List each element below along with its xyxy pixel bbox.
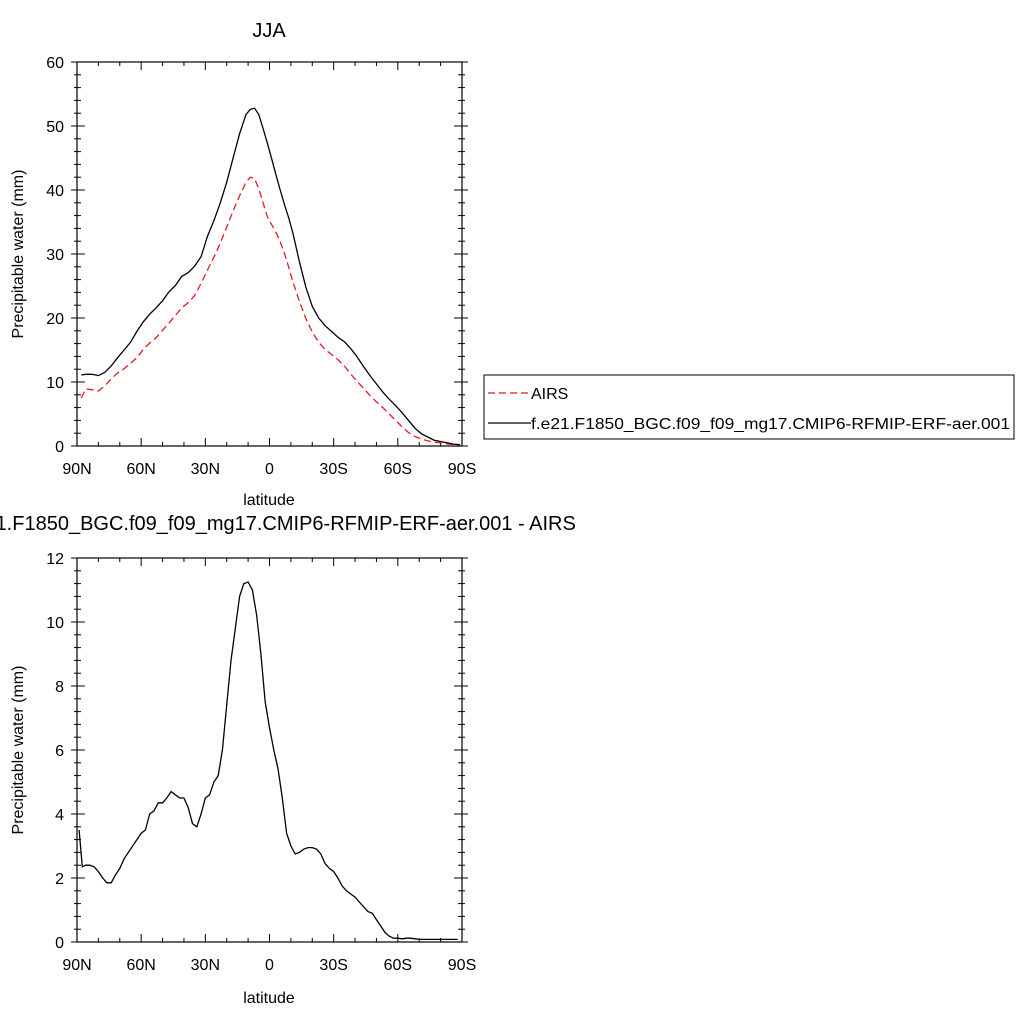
x-tick-label: 30S: [319, 461, 347, 478]
plot-frame: [76, 557, 463, 943]
x-tick-label: 60S: [384, 957, 412, 974]
y-tick-label: 60: [46, 55, 64, 72]
y-axis-label: Precipitable water (mm): [10, 170, 27, 339]
x-tick-label: 30S: [319, 957, 347, 974]
x-tick-label: 0: [265, 957, 274, 974]
axis-ticks: [71, 557, 468, 943]
chart-title: JJA: [252, 20, 286, 42]
y-axis-label: Precipitable water (mm): [10, 666, 27, 835]
x-tick-label: 30N: [191, 461, 220, 478]
x-tick-label: 0: [265, 461, 274, 478]
y-tick-label: 6: [55, 743, 64, 760]
legend: AIRS f.e21.F1850_BGC.f09_f09_mg17.CMIP6-…: [483, 374, 1015, 440]
x-tick-label: 90N: [62, 957, 91, 974]
y-tick-label: 30: [46, 247, 64, 264]
tick-labels: 90N 60N 30N 0 30S 60S 90S 0 2 4 6 8 10 12: [46, 551, 476, 974]
x-axis-label: latitude: [243, 990, 295, 1007]
chart-panel-top: JJA 90N 60N 30N 0 30S 60S 90S 0 10 20 30 40 50 60 lat…: [10, 20, 476, 509]
chart-title: f.e21.F1850_BGC.f09_f09_mg17.CMIP6-RFMIP…: [0, 513, 576, 535]
x-axis-label: latitude: [243, 492, 295, 509]
x-tick-label: 60N: [126, 461, 155, 478]
y-tick-label: 10: [46, 375, 64, 392]
y-tick-label: 20: [46, 311, 64, 328]
legend-label-airs: AIRS: [531, 386, 568, 403]
series-group: [80, 107, 460, 446]
y-tick-label: 0: [55, 935, 64, 952]
legend-box: [483, 374, 1015, 440]
y-tick-label: 0: [55, 439, 64, 456]
y-tick-label: 2: [55, 871, 64, 888]
y-tick-label: 10: [46, 615, 64, 632]
series-line-model: [81, 107, 460, 446]
y-tick-label: 50: [46, 119, 64, 136]
y-tick-label: 12: [46, 551, 64, 568]
y-tick-label: 40: [46, 183, 64, 200]
series-line-difference: [78, 581, 458, 941]
x-tick-label: 90N: [62, 461, 91, 478]
axis-ticks: [71, 61, 468, 447]
plot-frame: [76, 61, 463, 447]
tick-labels: 90N 60N 30N 0 30S 60S 90S 0 10 20 30 40 50 60: [46, 55, 476, 478]
legend-label-model: f.e21.F1850_BGC.f09_f09_mg17.CMIP6-RFMIP…: [531, 416, 1010, 433]
x-tick-label: 90S: [448, 957, 476, 974]
x-tick-label: 30N: [191, 957, 220, 974]
x-tick-label: 90S: [448, 461, 476, 478]
chart-panel-bottom: f.e21.F1850_BGC.f09_f09_mg17.CMIP6-RFMIP…: [0, 513, 576, 1007]
x-tick-label: 60N: [126, 957, 155, 974]
x-tick-label: 60S: [384, 461, 412, 478]
y-tick-label: 4: [55, 807, 64, 824]
series-group: [78, 581, 458, 941]
series-line-airs: [80, 176, 460, 446]
y-tick-label: 8: [55, 679, 64, 696]
